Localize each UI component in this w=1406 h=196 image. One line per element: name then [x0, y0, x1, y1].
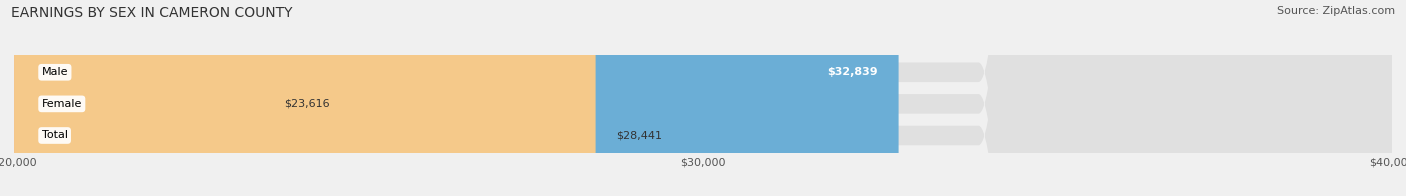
FancyBboxPatch shape: [14, 0, 596, 196]
Text: Source: ZipAtlas.com: Source: ZipAtlas.com: [1277, 6, 1395, 16]
Text: Total: Total: [42, 131, 67, 141]
FancyBboxPatch shape: [14, 0, 1392, 196]
Text: $23,616: $23,616: [284, 99, 329, 109]
Text: EARNINGS BY SEX IN CAMERON COUNTY: EARNINGS BY SEX IN CAMERON COUNTY: [11, 6, 292, 20]
Text: Female: Female: [42, 99, 82, 109]
Text: $32,839: $32,839: [827, 67, 877, 77]
FancyBboxPatch shape: [14, 0, 1392, 196]
FancyBboxPatch shape: [14, 0, 1392, 196]
FancyBboxPatch shape: [0, 0, 359, 196]
Text: $28,441: $28,441: [616, 131, 662, 141]
Text: Male: Male: [42, 67, 67, 77]
FancyBboxPatch shape: [14, 0, 898, 196]
